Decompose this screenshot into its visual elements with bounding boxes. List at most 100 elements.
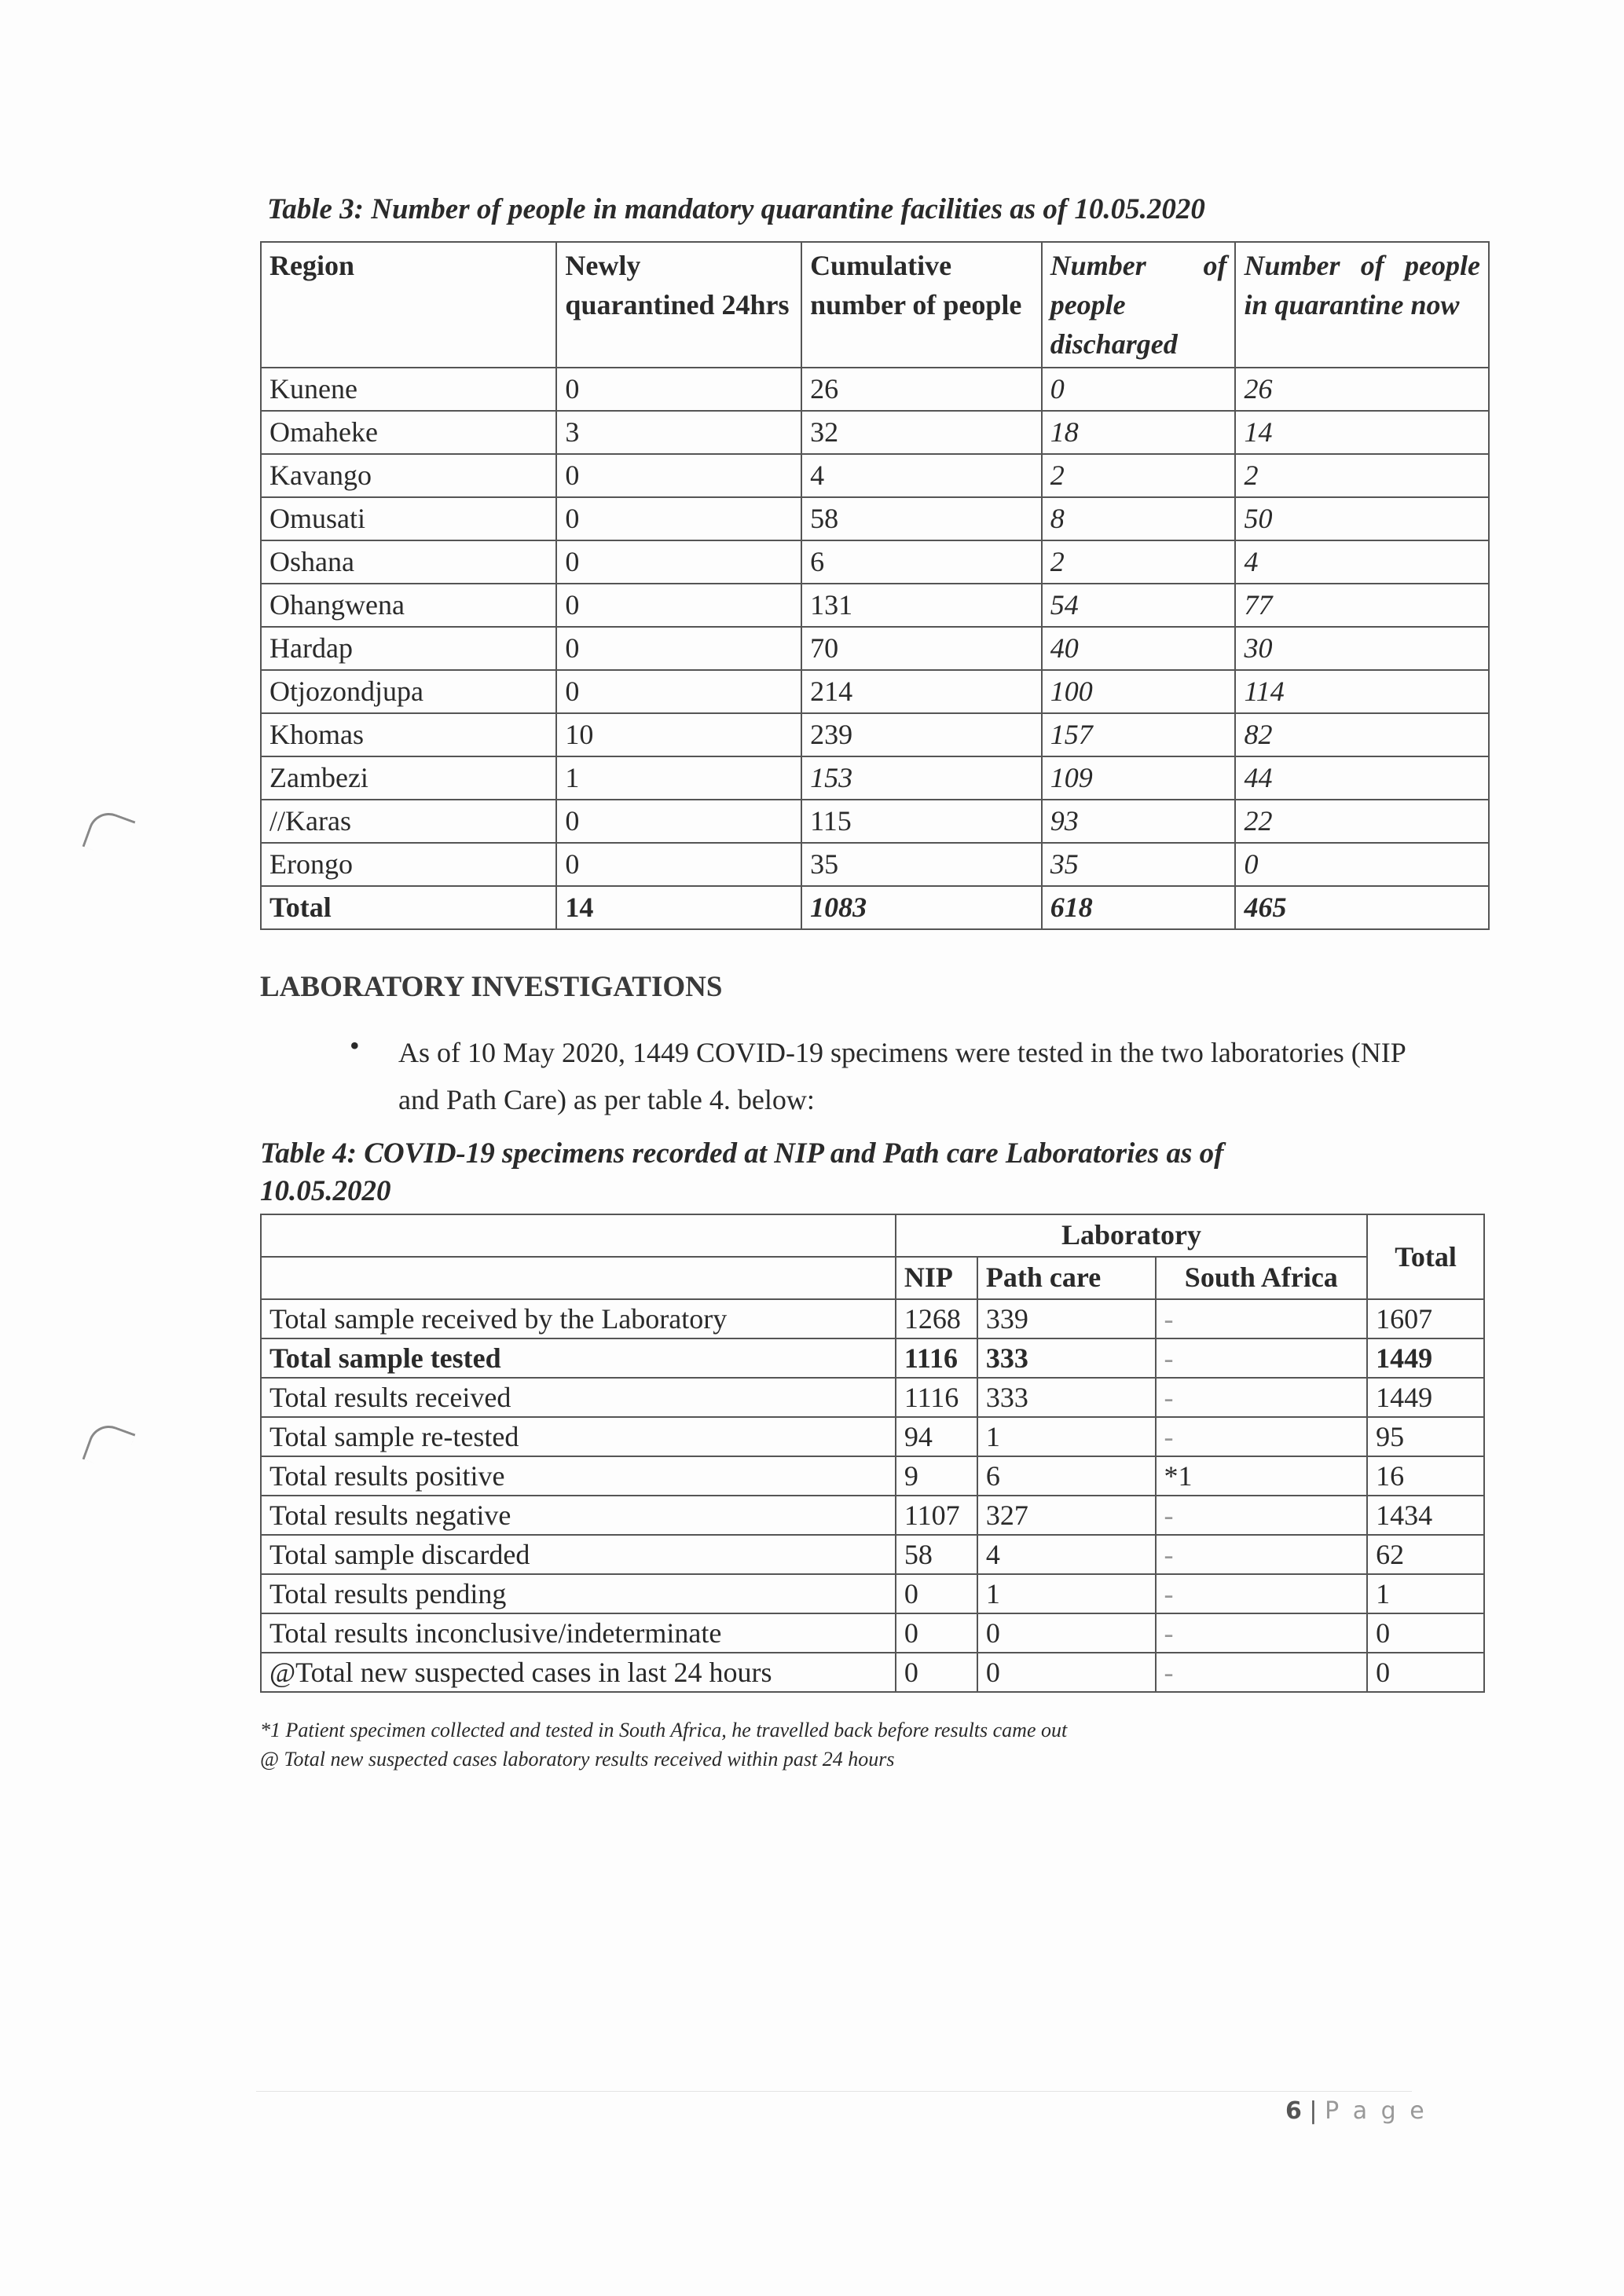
header-cumulative: Cumulative number of people [801,241,1043,368]
table-row: Kunene 0 26 0 26 [259,367,1490,412]
discharged-cell: 109 [1040,756,1237,800]
cumulative-cell: 115 [801,799,1043,844]
in-quarantine-cell: 22 [1234,799,1490,844]
in-quarantine-cell: 465 [1234,885,1490,930]
nip-cell: 1107 [894,1495,978,1536]
south-africa-cell: - [1154,1416,1369,1457]
footer-divider [256,2091,1412,2092]
table-row: Total results received 1116 333-1449 [260,1377,1485,1418]
newly-quarantined-cell: 14 [555,885,803,930]
path-care-cell: 6 [976,1456,1157,1496]
region-cell: Zambezi [259,756,558,800]
south-africa-cell: - [1154,1338,1369,1379]
nip-cell: 9 [894,1456,978,1496]
cumulative-cell: 153 [801,756,1043,800]
table-row: Zambezi 1 153 109 44 [259,756,1490,800]
page-separator: | [1309,2097,1325,2125]
table3-caption: Table 3: Number of people in mandatory q… [267,193,1205,225]
table-header-row: Region Newly quarantined 24hrs Cumulativ… [259,241,1490,368]
path-care-cell: 4 [976,1534,1157,1575]
newly-quarantined-cell: 0 [555,842,803,887]
lab-heading: LABORATORY INVESTIGATIONS [260,971,723,1003]
measure-cell: @Total new suspected cases in last 24 ho… [260,1652,896,1693]
in-quarantine-cell: 26 [1234,367,1490,412]
newly-quarantined-cell: 0 [555,540,803,584]
discharged-cell: 40 [1040,626,1237,671]
cumulative-cell: 35 [801,842,1043,887]
cumulative-cell: 32 [801,410,1043,455]
table-row: @Total new suspected cases in last 24 ho… [260,1652,1485,1693]
path-care-cell: 0 [976,1613,1157,1653]
in-quarantine-cell: 82 [1234,712,1490,757]
table-row: Total results negative 1107 327-1434 [260,1495,1485,1536]
table-row: Total results pending 0 1-1 [260,1573,1485,1614]
punch-hole-mark [82,1419,136,1474]
page-footer: 6 | P a g e [1285,2097,1428,2125]
total-cell: 62 [1366,1534,1485,1575]
page-label: P a g e [1325,2097,1428,2125]
path-care-cell: 327 [976,1495,1157,1536]
south-africa-cell: - [1154,1377,1369,1418]
lab-specimen-table: Laboratory Total NIP Path care South Afr… [260,1214,1485,1693]
table-row: Total sample received by the Laboratory 1… [260,1298,1485,1339]
south-africa-cell: *1 [1154,1456,1369,1496]
newly-quarantined-cell: 10 [555,712,803,757]
path-care-cell: 333 [976,1338,1157,1379]
newly-quarantined-cell: 0 [555,669,803,714]
table-row: Otjozondjupa 0 214 100 114 [259,669,1490,714]
discharged-cell: 18 [1040,410,1237,455]
footnote-1: *1 Patient specimen collected and tested… [260,1719,1068,1741]
measure-cell: Total results inconclusive/indeterminate [260,1613,896,1653]
nip-cell: 58 [894,1534,978,1575]
nip-cell: 1116 [894,1338,978,1379]
path-care-cell: 1 [976,1573,1157,1614]
header-path-care: Path care [976,1256,1157,1300]
header-total: Total [1366,1214,1485,1300]
lab-bullet-text: As of 10 May 2020, 1449 COVID-19 specime… [398,1037,1406,1115]
total-cell: 0 [1366,1613,1485,1653]
in-quarantine-cell: 14 [1234,410,1490,455]
discharged-cell: 2 [1040,453,1237,498]
header-discharged: Number of people discharged [1040,241,1237,368]
table4-caption-line2: 10.05.2020 [260,1175,391,1207]
discharged-cell: 35 [1040,842,1237,887]
table-row: Kavango 0 4 2 2 [259,453,1490,498]
discharged-cell: 0 [1040,367,1237,412]
in-quarantine-cell: 44 [1234,756,1490,800]
path-care-cell: 333 [976,1377,1157,1418]
cumulative-cell: 131 [801,583,1043,628]
nip-cell: 1116 [894,1377,978,1418]
total-cell: 1607 [1366,1298,1485,1339]
measure-cell: Total sample re-tested [260,1416,896,1457]
table-subheader-row: NIP Path care South Africa [260,1256,1484,1300]
cumulative-cell: 26 [801,367,1043,412]
region-cell: Ohangwena [259,583,558,628]
cumulative-cell: 4 [801,453,1043,498]
table-header-row: Laboratory Total [260,1214,1485,1300]
measure-cell: Total results received [260,1377,896,1418]
cumulative-cell: 6 [801,540,1043,584]
discharged-cell: 100 [1040,669,1237,714]
table-row: Hardap 0 70 40 30 [259,626,1490,671]
measure-cell: Total sample tested [260,1338,896,1379]
region-cell: Total [259,885,558,930]
south-africa-cell: - [1154,1495,1369,1536]
table-row: Total results inconclusive/indeterminate… [260,1613,1485,1653]
quarantine-table: Region Newly quarantined 24hrs Cumulativ… [259,241,1490,930]
measure-cell: Total results positive [260,1456,896,1496]
header-region: Region [259,241,558,368]
total-cell: 0 [1366,1652,1485,1693]
nip-cell: 94 [894,1416,978,1457]
nip-cell: 0 [894,1613,978,1653]
table-row: Khomas 10 239 157 82 [259,712,1490,757]
page-number: 6 [1285,2097,1302,2125]
discharged-cell: 618 [1040,885,1237,930]
region-cell: Oshana [259,540,558,584]
in-quarantine-cell: 2 [1234,453,1490,498]
total-cell: 1449 [1366,1338,1485,1379]
south-africa-cell: - [1154,1298,1369,1339]
discharged-cell: 8 [1040,496,1237,541]
discharged-cell: 93 [1040,799,1237,844]
path-care-cell: 339 [976,1298,1157,1339]
newly-quarantined-cell: 0 [555,453,803,498]
